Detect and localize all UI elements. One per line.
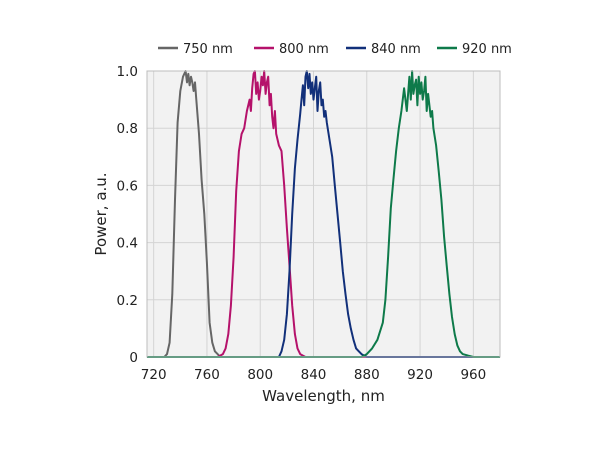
plot-area — [147, 71, 500, 357]
y-tick-label: 0 — [129, 350, 138, 366]
x-axis-title: Wavelength, nm — [262, 387, 385, 405]
x-tick-labels: 720 760 800 840 880 920 960 — [141, 367, 486, 383]
series-line — [147, 70, 500, 358]
series-line — [147, 70, 500, 358]
x-tick-label: 840 — [301, 367, 327, 383]
series-line — [147, 70, 500, 358]
legend-label: 840 nm — [371, 42, 421, 57]
x-tick-label: 720 — [141, 367, 167, 383]
y-tick-label: 1.0 — [117, 64, 138, 80]
y-tick-label: 0.4 — [117, 236, 138, 252]
plot-frame — [146, 70, 501, 358]
x-tick-label: 800 — [247, 367, 273, 383]
x-tick-label: 880 — [354, 367, 380, 383]
legend-label: 800 nm — [279, 42, 329, 57]
y-tick-label: 0.6 — [117, 178, 138, 194]
series-lines — [147, 70, 500, 358]
x-tick-label: 920 — [407, 367, 433, 383]
x-tick-label: 960 — [460, 367, 486, 383]
y-tick-label: 0.2 — [117, 293, 138, 309]
y-tick-labels: 0 0.2 0.4 0.6 0.8 1.0 — [117, 64, 138, 366]
legend-label: 920 nm — [462, 42, 512, 57]
series-line — [147, 70, 500, 358]
legend: 750 nm 800 nm 840 nm 920 nm — [158, 42, 512, 57]
y-axis-title: Power, a.u. — [92, 172, 110, 255]
x-tick-label: 760 — [194, 367, 220, 383]
y-tick-label: 0.8 — [117, 121, 138, 137]
legend-label: 750 nm — [183, 42, 233, 57]
